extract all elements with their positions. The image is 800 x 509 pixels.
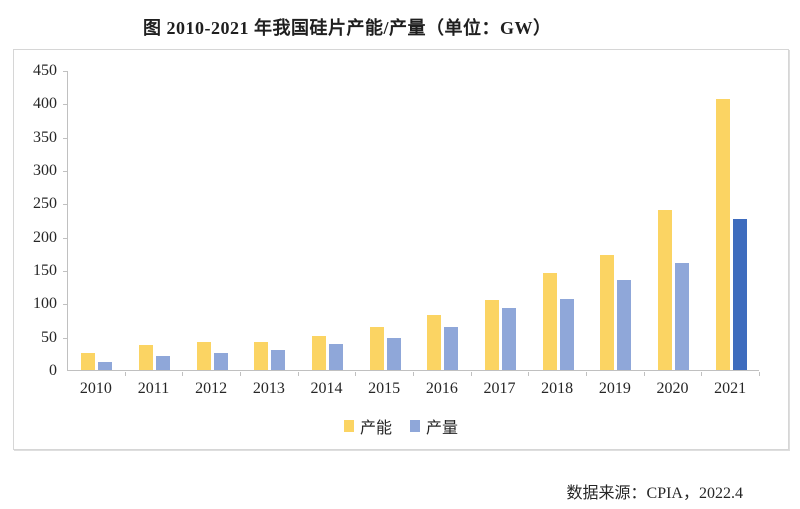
bar-group-2013 <box>241 71 299 370</box>
x-axis-label-2018: 2018 <box>541 380 574 397</box>
bar-产能-2018 <box>542 272 557 370</box>
x-axis-label-2020: 2020 <box>656 380 689 397</box>
bar-产能-2012 <box>196 342 211 370</box>
bar-产量-2013 <box>271 350 286 370</box>
bar-产量-2015 <box>386 338 401 370</box>
bar-产能-2011 <box>138 345 153 370</box>
bar-group-2011 <box>126 71 184 370</box>
legend: 产能 产量 <box>14 414 788 438</box>
x-axis-tick <box>759 372 760 376</box>
bar-产量-2012 <box>213 352 228 370</box>
bar-产能-2010 <box>81 353 96 370</box>
y-axis-label-450: 450 <box>33 62 57 79</box>
bar-产能-2016 <box>427 315 442 370</box>
bar-产量-2010 <box>98 362 113 370</box>
x-axis-label-2021: 2021 <box>714 380 747 397</box>
bar-group-2019 <box>587 71 645 370</box>
y-axis-label-0: 0 <box>49 362 57 379</box>
y-axis-tick <box>63 337 68 339</box>
y-axis-tick <box>63 71 68 72</box>
y-axis-label-400: 400 <box>33 95 57 113</box>
bar-group-2020 <box>645 71 703 370</box>
x-axis-label-2013: 2013 <box>252 380 285 397</box>
y-axis-tick <box>63 104 68 106</box>
y-axis-label-250: 250 <box>33 195 57 213</box>
y-axis-tick <box>63 271 68 272</box>
bar-group-2015 <box>356 71 414 370</box>
x-axis-tick <box>240 372 241 376</box>
bar-产量-2021 <box>732 218 747 370</box>
x-axis-tick <box>297 372 299 376</box>
legend-swatch-production-icon <box>410 420 420 432</box>
y-axis-tick <box>63 237 68 239</box>
legend-item-production: 产量 <box>410 414 458 438</box>
x-axis-tick <box>182 372 184 376</box>
y-axis-label-350: 350 <box>33 128 57 146</box>
bar-group-2014 <box>299 71 357 370</box>
bar-产能-2019 <box>600 254 615 370</box>
x-axis-label-2012: 2012 <box>195 380 228 397</box>
bar-group-2012 <box>183 71 241 370</box>
data-source-caption: 数据来源：CPIA，2022.4 <box>566 485 743 502</box>
x-axis-tick <box>124 372 126 376</box>
bar-产量-2017 <box>501 308 516 370</box>
y-axis-tick <box>63 137 68 139</box>
y-axis-tick <box>63 204 68 206</box>
x-axis-tick <box>355 372 357 376</box>
x-axis-tick <box>701 372 703 376</box>
x-axis-tick <box>413 372 414 376</box>
y-axis-label-200: 200 <box>33 228 57 246</box>
chart-title: 图 2010-2021 年我国硅片产能/产量（单位：GW） <box>143 18 552 38</box>
bar-group-2017 <box>472 71 530 370</box>
legend-item-capacity: 产能 <box>343 414 392 438</box>
x-axis-label-2010: 2010 <box>79 380 112 397</box>
y-axis-label-50: 50 <box>41 328 57 346</box>
bar-group-2021 <box>702 71 760 370</box>
bar-产能-2013 <box>254 342 269 370</box>
bar-产量-2014 <box>328 344 343 370</box>
bar-产能-2015 <box>369 326 384 370</box>
bar-产量-2011 <box>155 356 170 370</box>
y-axis-tick <box>63 171 68 172</box>
x-axis-tick <box>528 372 530 376</box>
y-axis-label-150: 150 <box>33 262 57 279</box>
x-axis-label-2017: 2017 <box>483 380 516 397</box>
bar-产能-2014 <box>311 336 326 370</box>
x-axis-label-2011: 2011 <box>137 380 170 397</box>
bar-group-2018 <box>529 71 587 370</box>
bar-产能-2017 <box>484 300 499 370</box>
x-axis-tick <box>586 372 587 376</box>
x-axis-tick <box>643 372 645 376</box>
x-axis-label-2019: 2019 <box>598 380 631 397</box>
bar-group-2016 <box>414 71 472 370</box>
legend-label-production: 产量 <box>426 420 459 437</box>
plot-area <box>67 71 759 371</box>
bar-产量-2020 <box>674 262 689 370</box>
bar-产量-2016 <box>444 326 459 370</box>
legend-label-capacity: 产能 <box>359 420 392 437</box>
y-axis-label-100: 100 <box>33 295 57 313</box>
bar-产量-2018 <box>559 298 574 370</box>
bar-产能-2020 <box>657 210 672 370</box>
bar-group-2010 <box>68 71 126 370</box>
legend-swatch-capacity-icon <box>343 420 354 432</box>
x-axis-label-2016: 2016 <box>425 380 458 397</box>
x-axis-label-2015: 2015 <box>368 380 401 397</box>
chart-box: 0 50 100 150 200 250 300 350 400 450 2010 2011 2012 2… <box>13 49 789 450</box>
y-axis-tick <box>63 304 68 306</box>
x-axis-label-2014: 2014 <box>310 380 343 397</box>
x-axis-tick <box>470 372 472 376</box>
bar-产量-2019 <box>617 280 632 370</box>
bar-产能-2021 <box>715 98 730 370</box>
y-axis-label-300: 300 <box>33 162 57 179</box>
